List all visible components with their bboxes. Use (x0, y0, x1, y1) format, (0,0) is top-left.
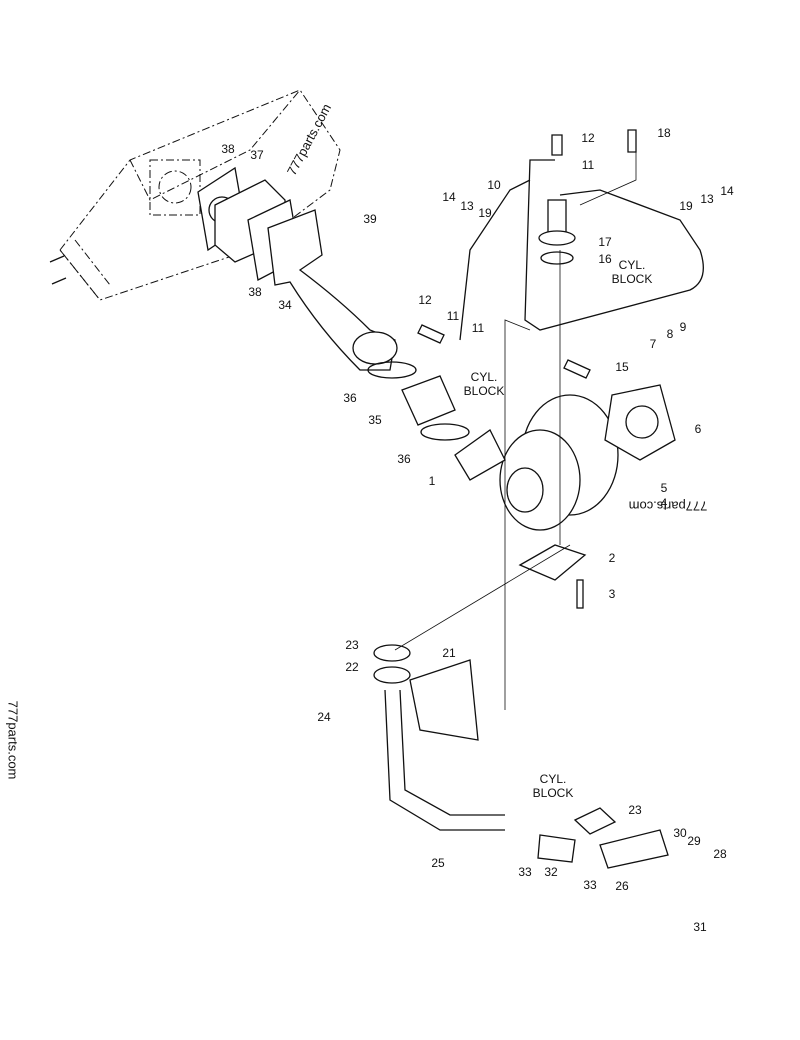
location-note: BLOCK (533, 786, 574, 800)
part-number: 19 (478, 206, 492, 220)
part-number: 22 (345, 660, 359, 674)
part-number: 11 (582, 158, 595, 172)
leader-lines (394, 150, 637, 710)
part-number: 36 (397, 452, 411, 466)
part-number: 9 (680, 320, 687, 334)
part-number: 25 (431, 856, 445, 870)
part-number: 15 (615, 360, 629, 374)
part-number: 6 (695, 422, 702, 436)
part-number: 37 (250, 148, 264, 162)
location-note: CYL. (471, 370, 498, 384)
part-number: 4 (661, 496, 668, 510)
part-number: 32 (544, 865, 558, 879)
watermark: 777parts.com (6, 701, 21, 780)
part-number: 30 (673, 826, 687, 840)
part-number: 33 (583, 878, 597, 892)
part-number: 35 (368, 413, 382, 427)
location-note: BLOCK (464, 384, 505, 398)
part-number: 14 (720, 184, 734, 198)
part-number: 11 (447, 309, 460, 323)
location-note: BLOCK (612, 272, 653, 286)
part-number: 33 (518, 865, 532, 879)
part-number: 13 (700, 192, 714, 206)
hose-and-clamps (367, 361, 470, 441)
part-number: 29 (687, 834, 701, 848)
part-number: 23 (628, 803, 642, 817)
part-number: 26 (615, 879, 629, 893)
part-number: 38 (221, 142, 235, 156)
part-number: 16 (598, 252, 612, 266)
gaskets-and-elbow (197, 166, 398, 371)
part-number: 3 (609, 587, 616, 601)
part-number: 23 (345, 638, 359, 652)
part-number: 2 (609, 551, 616, 565)
watermark: 777parts.com (629, 499, 708, 514)
part-number: 8 (667, 327, 674, 341)
part-number: 34 (278, 298, 292, 312)
part-number: 7 (650, 337, 657, 351)
part-number: 28 (713, 847, 727, 861)
part-number: 1 (429, 474, 436, 488)
turbocharger (454, 384, 676, 609)
location-note: CYL. (540, 772, 567, 786)
part-number: 5 (661, 481, 668, 495)
part-number: 19 (679, 199, 693, 213)
part-number: 24 (317, 710, 331, 724)
part-number: 38 (248, 285, 262, 299)
part-number: 39 (363, 212, 377, 226)
exhaust-manifold (49, 89, 341, 301)
watermark: 777parts.com (284, 101, 334, 178)
part-number: 14 (442, 190, 456, 204)
part-number: 12 (418, 293, 432, 307)
oil-lines (417, 129, 704, 379)
part-number: 12 (581, 131, 595, 145)
part-number: 13 (460, 199, 474, 213)
part-number: 31 (693, 920, 707, 934)
part-number: 10 (487, 178, 501, 192)
part-number: 17 (598, 235, 612, 249)
part-number: 21 (442, 646, 456, 660)
part-number: 36 (343, 391, 357, 405)
part-number: 11 (472, 321, 485, 335)
part-number: 18 (657, 126, 671, 140)
drain-pipe (373, 644, 669, 869)
location-note: CYL. (619, 258, 646, 272)
